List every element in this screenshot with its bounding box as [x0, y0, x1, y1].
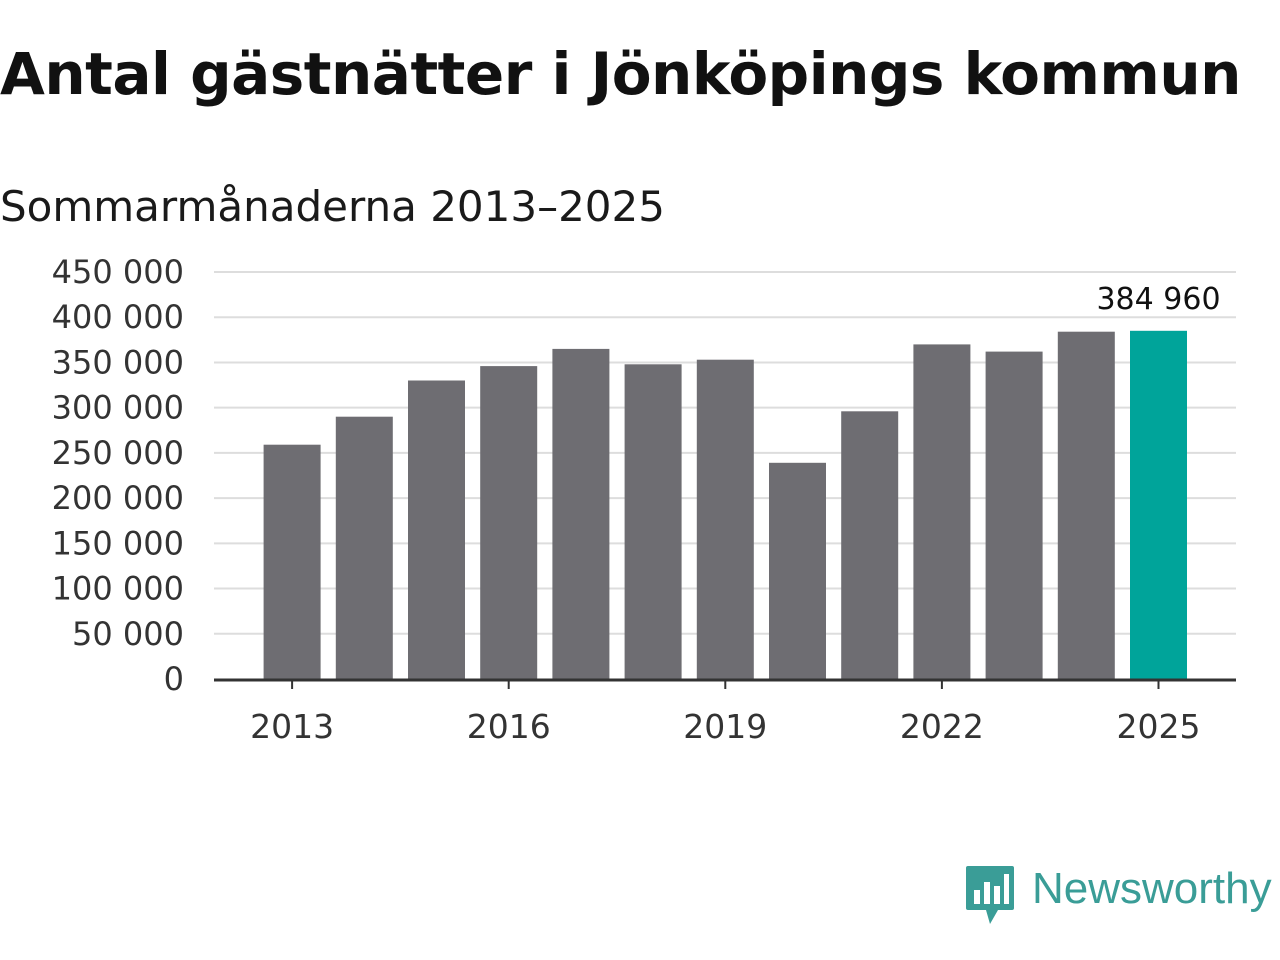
bar-2020	[769, 462, 826, 679]
x-tick-label: 2016	[467, 707, 551, 746]
bar-2024	[1057, 331, 1115, 679]
y-tick-label: 450 000	[52, 253, 184, 291]
bar-2014	[335, 416, 393, 679]
brand-name: Newsworthy	[1032, 864, 1272, 913]
bar-chart: 0 50 000 100 000 150 000 200 000 250 000 300 0…	[52, 253, 1236, 746]
bars	[263, 330, 1187, 679]
y-tick-label: 350 000	[52, 343, 184, 381]
bar-2016	[480, 366, 538, 679]
data-labels: 384 960	[1096, 282, 1220, 317]
bar-2018	[624, 364, 682, 679]
chart-title: Antal gästnätter i Jönköpings kommun	[0, 40, 1241, 108]
x-tick-label: 2013	[250, 707, 334, 746]
bar-2013	[263, 444, 321, 679]
bar-2025	[1130, 330, 1187, 679]
y-tick-label: 250 000	[52, 434, 184, 472]
bar-2022	[913, 344, 971, 679]
y-tick-label: 100 000	[52, 570, 184, 608]
y-tick-label: 0	[164, 660, 184, 698]
y-tick-label: 300 000	[52, 389, 184, 427]
bar-2019	[696, 359, 754, 679]
bar-2015	[408, 380, 465, 679]
y-tick-label: 50 000	[72, 615, 184, 653]
bar-2023	[985, 351, 1043, 679]
chart-subtitle: Sommarmånaderna 2013–2025	[0, 182, 665, 231]
x-tick-label: 2019	[683, 707, 767, 746]
bar-2021	[841, 411, 899, 679]
y-tick-label: 400 000	[52, 298, 184, 336]
y-tick-label: 200 000	[52, 479, 184, 517]
y-tick-label: 150 000	[52, 524, 184, 562]
x-tick-label: 2025	[1117, 707, 1201, 746]
x-axis-ticks: 2013 2016 2019 2022 2025	[250, 681, 1200, 746]
newsworthy-logo-icon	[966, 866, 1014, 924]
data-label-highlight: 384 960	[1096, 282, 1220, 317]
newsworthy-logo: Newsworthy	[964, 864, 1272, 928]
bar-2017	[552, 348, 610, 679]
x-tick-label: 2022	[900, 707, 984, 746]
y-axis-ticks: 0 50 000 100 000 150 000 200 000 250 000 300 0…	[52, 253, 184, 698]
